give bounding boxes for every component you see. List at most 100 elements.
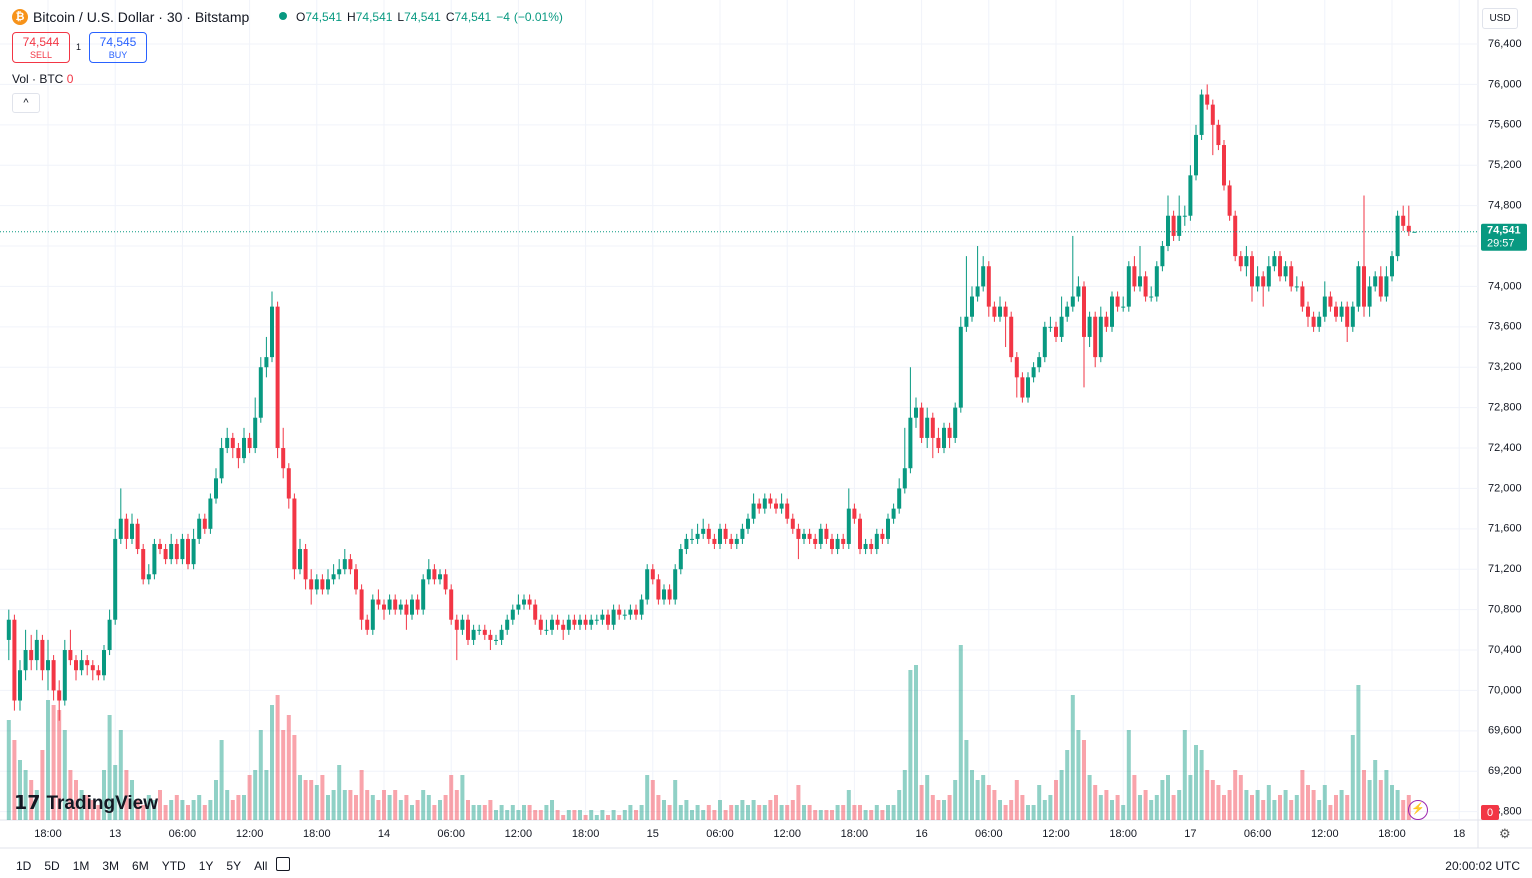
candle-body [1104, 316, 1109, 327]
candle-body [1373, 276, 1378, 287]
volume-bar [824, 810, 829, 820]
candle-body [1121, 306, 1126, 308]
last-volume-label: 0 [1487, 807, 1493, 819]
x-tick-label: 13 [109, 828, 121, 840]
volume-bar [1042, 800, 1047, 820]
volume-bar [1334, 795, 1338, 820]
candle-body [1266, 266, 1271, 287]
y-tick-label: 75,200 [1488, 159, 1522, 171]
volume-bar [247, 775, 252, 820]
candle-body [919, 407, 924, 438]
candle-body [421, 579, 426, 610]
volume-bar [936, 800, 941, 820]
x-tick-label: 18:00 [34, 828, 62, 840]
candle-body [740, 528, 745, 539]
candle-body [936, 437, 941, 449]
volume-bar [174, 795, 179, 820]
collapse-button[interactable]: ^ [12, 93, 40, 113]
last-volume-box [1481, 805, 1499, 820]
y-tick-label: 75,600 [1488, 119, 1522, 131]
volume-bar [914, 665, 918, 820]
volume-bar [359, 770, 364, 820]
date-range-icon[interactable] [276, 857, 290, 871]
settings-icon[interactable]: ⚙ [1499, 826, 1511, 841]
candle-body [1048, 326, 1053, 328]
volume-bar [242, 795, 246, 820]
alert-icon[interactable]: ⚡ [1408, 800, 1428, 820]
candle-body [555, 619, 560, 625]
candle-body [824, 528, 829, 539]
candle-body [986, 266, 991, 307]
candle-body [600, 614, 605, 620]
volume-bar [628, 805, 633, 820]
x-tick-label: 18:00 [1109, 828, 1137, 840]
candle-body [566, 619, 571, 630]
range-button[interactable]: 6M [132, 859, 149, 873]
volume-bar [1126, 730, 1131, 820]
candle-body [1311, 316, 1316, 327]
volume-bar [214, 780, 218, 820]
volume-bar [874, 805, 879, 820]
volume-bar [807, 805, 812, 820]
volume-bar [113, 765, 118, 820]
candle-body [219, 448, 224, 479]
candle-body [897, 488, 902, 509]
candle-body [908, 417, 913, 469]
volume-bar [1350, 735, 1355, 820]
volume-bar [684, 800, 689, 820]
currency-button[interactable]: USD [1482, 8, 1518, 29]
candle-body [1054, 326, 1058, 337]
volume-bar [415, 800, 420, 820]
volume-bar [746, 805, 750, 820]
range-button[interactable]: All [254, 859, 268, 873]
clock: 20:00:02 UTC [1445, 859, 1520, 873]
range-button[interactable]: 3M [102, 859, 120, 873]
candle-body [1339, 306, 1344, 317]
volume-bar [62, 730, 67, 820]
candle-body [1059, 316, 1064, 337]
range-button[interactable]: 1D [16, 859, 32, 873]
x-tick-label: 06:00 [1244, 828, 1272, 840]
candle-body [673, 569, 678, 600]
candle-body [1009, 316, 1014, 358]
buy-button[interactable]: 74,545 BUY [89, 32, 147, 63]
candle-body [320, 579, 325, 590]
candle-body [6, 619, 11, 640]
candle-body [1378, 276, 1383, 297]
volume-bar [460, 775, 465, 820]
candle-body [1283, 266, 1288, 277]
volume-bar [891, 805, 896, 820]
y-tick-label: 74,800 [1488, 200, 1522, 212]
candle-body [1014, 357, 1019, 378]
range-button[interactable]: 1Y [198, 859, 214, 873]
volume-bar [869, 810, 874, 820]
candle-body [146, 574, 151, 580]
symbol-title[interactable]: Bitcoin / U.S. Dollar · 30 · Bitstamp [33, 9, 250, 25]
volume-bar [314, 785, 319, 820]
volume-bar [578, 810, 582, 820]
volume-bar [471, 805, 476, 820]
y-tick-label: 73,200 [1488, 361, 1522, 373]
range-button[interactable]: 5D [44, 859, 60, 873]
range-button[interactable]: 1M [72, 859, 90, 873]
volume-bar [443, 795, 448, 820]
y-tick-label: 70,800 [1488, 604, 1522, 616]
volume-bar [1250, 795, 1254, 820]
candle-body [1244, 256, 1249, 267]
candle-body [393, 599, 398, 610]
candle-body [62, 650, 67, 701]
volume-bar [1233, 770, 1238, 820]
volume-bar [191, 800, 196, 820]
x-tick-label: 18:00 [841, 828, 869, 840]
range-button[interactable]: YTD [161, 859, 186, 873]
sell-button[interactable]: 74,544 SELL [12, 32, 70, 63]
volume-bar [326, 795, 330, 820]
range-button[interactable]: 5Y [226, 859, 242, 873]
volume-bar [370, 795, 375, 820]
candle-body [1138, 276, 1142, 287]
volume-bar [1082, 740, 1086, 820]
candle-body [141, 549, 146, 580]
volume-bar [550, 800, 554, 820]
countdown: 29:57 [1487, 238, 1515, 250]
